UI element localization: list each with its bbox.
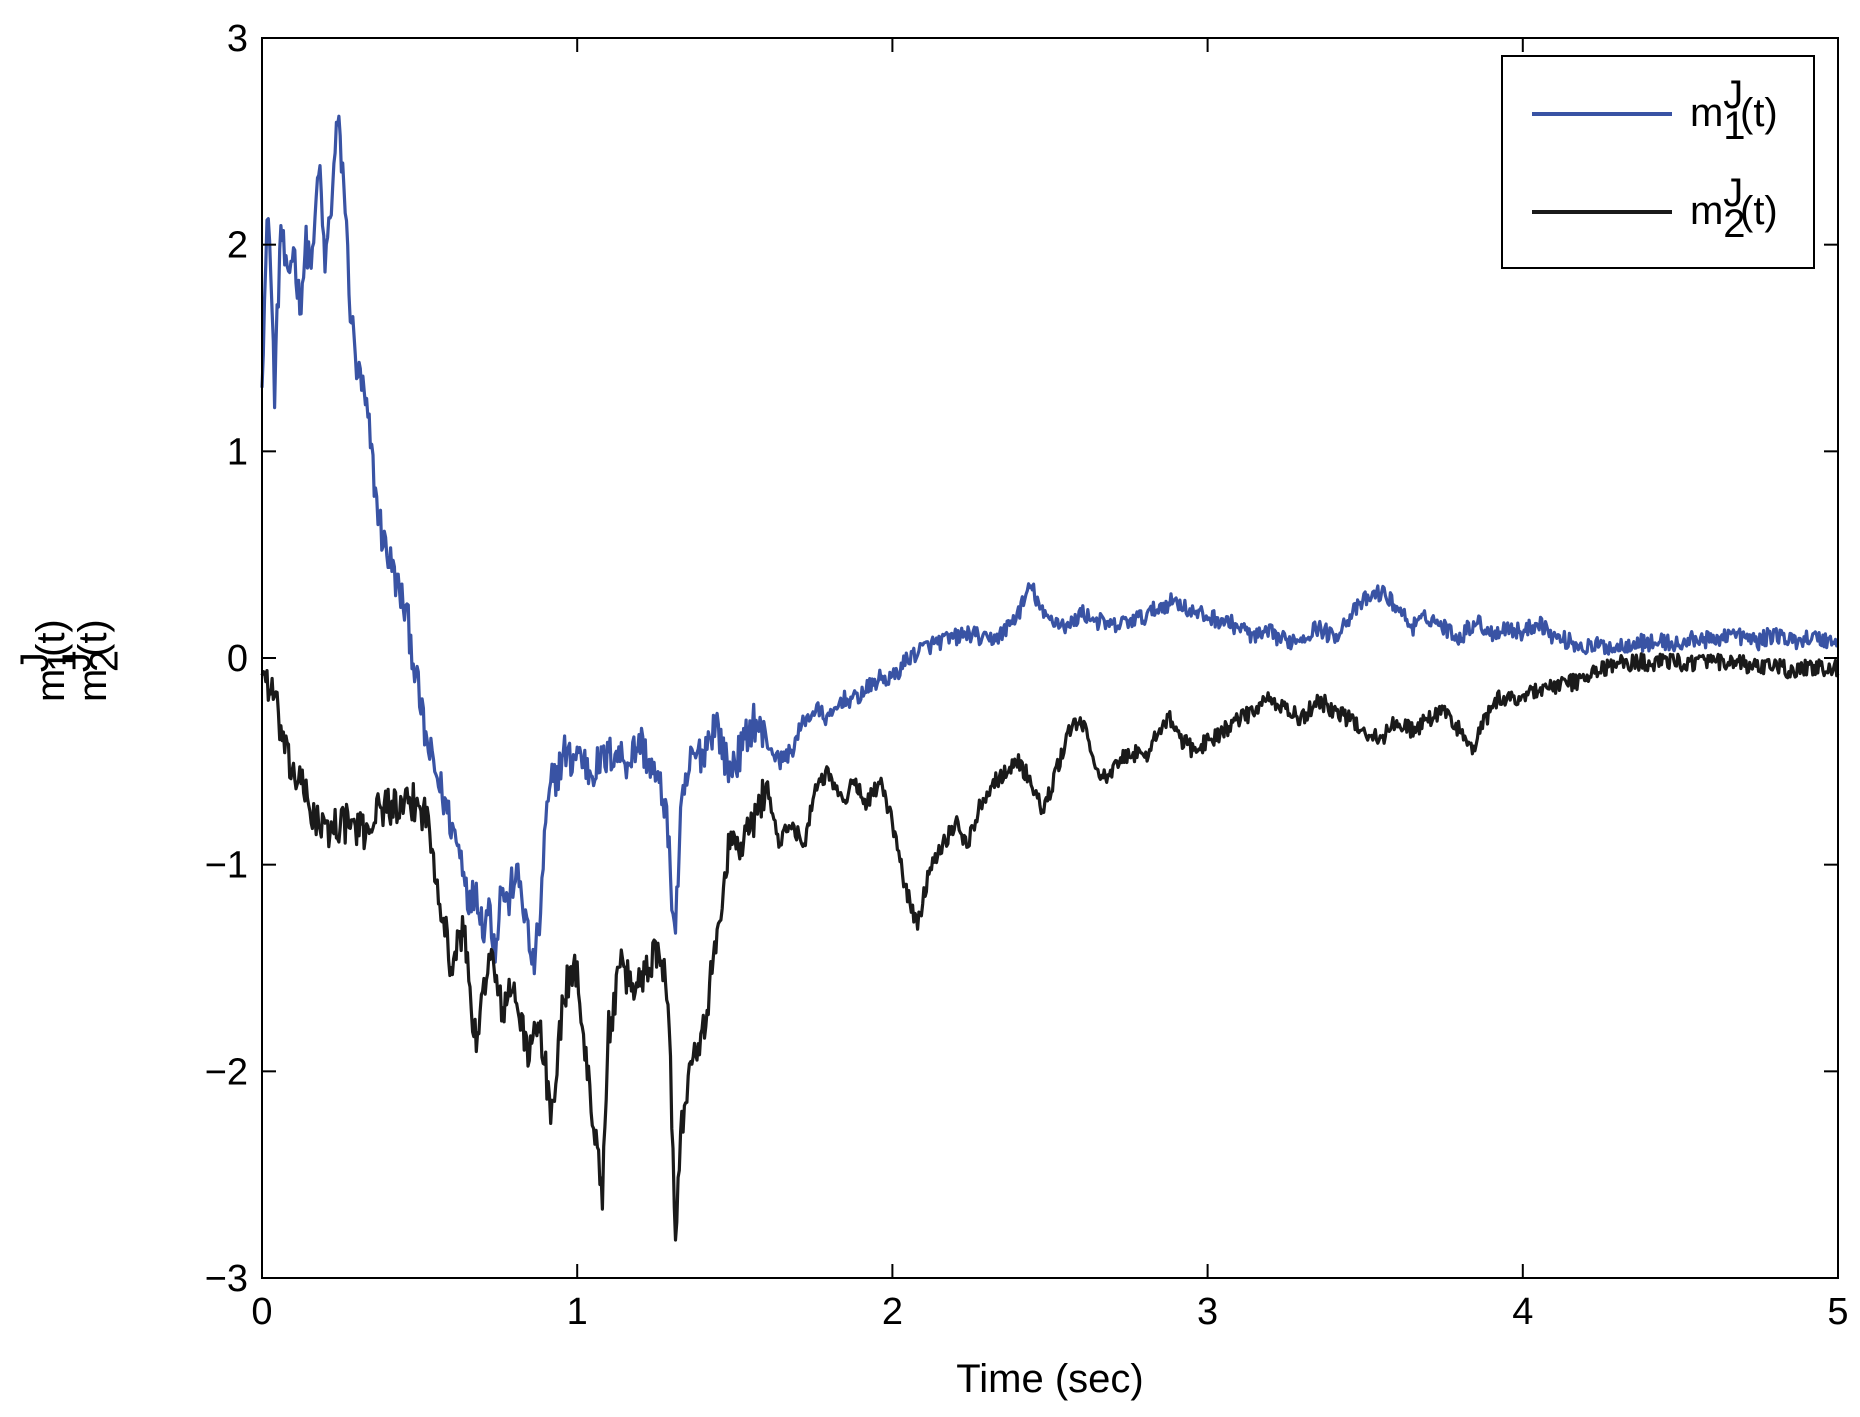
legend-text-1-sup: J [1723,73,1743,117]
y-tick-label: 1 [227,431,248,473]
legend-text-2-sup: J [1723,171,1743,215]
legend-label-series-1: m J1(t) [1690,73,1778,148]
x-tick-label: 3 [1197,1291,1218,1333]
y-axis-label-line-1: mJ1(t) [13,619,85,702]
legend-text-2-tail: (t) [1740,189,1778,233]
y-tick-label: −1 [205,845,248,887]
y-tick-label: −2 [205,1051,248,1093]
legend-label-series-2: m J2(t) [1690,171,1778,246]
x-tick-label: 5 [1827,1291,1848,1333]
y-axis-label-line-1-sub: 1 [41,650,85,672]
legend-text-2-base: m [1690,189,1723,233]
series-line-2 [260,652,1840,1242]
y-axis-label-line-1-tail: (t) [29,619,73,657]
y-tick-label: −3 [205,1258,248,1300]
y-axis-label-line-1-sup: J [13,652,57,672]
y-axis-label-line-2-tail: (t) [71,619,115,657]
series-layer [260,114,1840,1242]
y-axis-label-rotated: mJ1(t)mJ2(t) [13,619,127,702]
legend-text-1-tail: (t) [1740,91,1778,135]
x-tick-label: 0 [251,1291,272,1333]
y-tick-label: 0 [227,638,248,680]
y-axis-label-line-2-sub: 2 [83,650,127,672]
y-axis-label-line-2: mJ2(t) [55,619,127,702]
y-axis-label-line-2-base: m [71,669,115,702]
legend-text-2-sub: 2 [1723,202,1745,246]
legend-text-1-sub: 1 [1723,104,1745,148]
series-line-1 [260,114,1839,976]
legend-text-1-base: m [1690,91,1723,135]
x-tick-label: 4 [1512,1291,1533,1333]
legend-box [1501,55,1815,269]
ticks-layer [261,37,1839,1279]
x-tick-label: 2 [882,1291,903,1333]
x-tick-label: 1 [567,1291,588,1333]
y-tick-label: 3 [227,18,248,60]
legend-text-2: m J2(t) [1690,171,1778,246]
y-tick-label: 2 [227,225,248,267]
tick-labels-layer: 0 1 2 3 4 5 −3 −2 −1 0 1 2 3 [205,18,1849,1333]
y-axis-label: mJ1(t)mJ2(t) [13,619,127,702]
legend-text-1: m J1(t) [1690,73,1778,148]
x-axis-label: Time (sec) [956,1357,1143,1401]
y-axis-label-line-2-sup: J [55,652,99,672]
legend: m J1(t) m J2(t) [1501,55,1815,269]
y-axis-label-line-1-base: m [29,669,73,702]
